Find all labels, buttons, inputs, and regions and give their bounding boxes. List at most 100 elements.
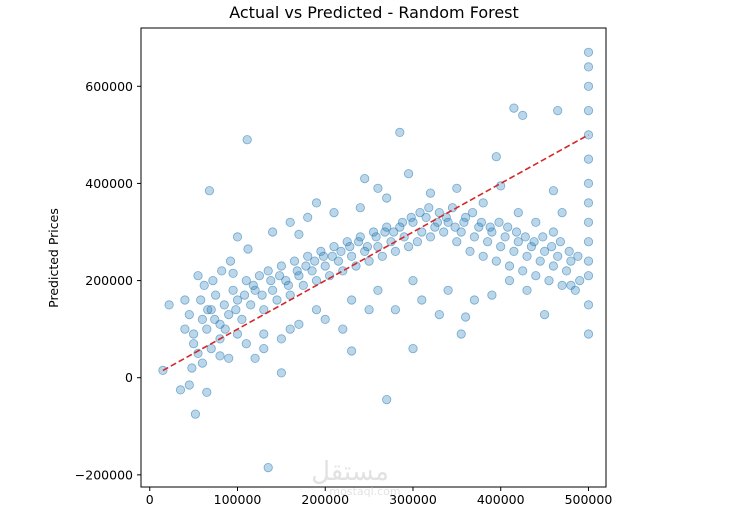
- scatter-point: [248, 280, 258, 290]
- scatter-point: [583, 81, 594, 91]
- scatter-point: [583, 47, 594, 57]
- scatter-point: [535, 256, 545, 266]
- scatter-point: [452, 183, 462, 193]
- scatter-point: [241, 275, 251, 286]
- scatter-point: [412, 237, 422, 247]
- scatter-point: [465, 246, 475, 256]
- scatter-point: [487, 227, 497, 237]
- scatter-point: [459, 217, 469, 227]
- scatter-point: [539, 246, 550, 256]
- scatter-point: [395, 222, 405, 232]
- scatter-point: [311, 198, 322, 208]
- scatter-point: [531, 217, 541, 227]
- scatter-point: [496, 242, 506, 252]
- scatter-point: [511, 227, 522, 237]
- reference-line: [162, 134, 589, 372]
- scatter-point: [531, 271, 541, 281]
- scatter-point: [503, 222, 513, 232]
- scatter-point: [509, 246, 519, 256]
- watermark-text: مستقل: [311, 457, 389, 487]
- scatter-point: [573, 251, 583, 261]
- scatter-point: [199, 280, 209, 290]
- scatter-point: [561, 266, 572, 276]
- x-tick-label: 500000: [565, 492, 613, 507]
- y-tick-label: 0: [125, 370, 133, 385]
- scatter-point: [274, 271, 285, 281]
- scatter-point: [224, 353, 234, 363]
- scatter-point: [232, 295, 243, 305]
- scatter-point: [285, 217, 295, 227]
- watermark-subtext: mostaql.com: [329, 485, 400, 498]
- scatter-point: [482, 237, 493, 247]
- scatter-point: [272, 295, 282, 305]
- scatter-point: [434, 309, 444, 320]
- scatter-point: [301, 261, 311, 271]
- scatter-point: [439, 227, 449, 237]
- scatter-point: [548, 261, 559, 271]
- scatter-point: [368, 227, 379, 237]
- scatter-point: [397, 217, 408, 227]
- scatter-point: [263, 462, 273, 473]
- scatter-point: [158, 365, 168, 375]
- scatter-point: [526, 242, 537, 252]
- scatter-point: [237, 314, 247, 324]
- scatter-point: [208, 275, 218, 286]
- scatter-point: [583, 106, 594, 116]
- y-tick-label: 200000: [85, 273, 133, 288]
- scatter-point: [318, 251, 329, 261]
- scatter-point: [217, 266, 227, 276]
- scatter-point: [267, 285, 278, 295]
- scatter-point: [373, 183, 383, 193]
- scatter-point: [456, 227, 466, 237]
- scatter-point: [346, 295, 357, 305]
- scatter-point: [164, 300, 174, 310]
- x-tick-label: 0: [146, 492, 154, 507]
- scatter-point: [175, 385, 186, 395]
- x-tick-label: 400000: [477, 492, 525, 507]
- scatter-point: [382, 222, 392, 232]
- scatter-point: [220, 324, 230, 334]
- scatter-point: [311, 275, 322, 286]
- y-tick-label: 400000: [85, 176, 133, 191]
- scatter-point: [360, 174, 370, 184]
- scatter-point: [276, 334, 286, 344]
- scatter-point: [281, 275, 291, 286]
- scatter-point: [450, 222, 460, 232]
- scatter-point: [456, 329, 466, 339]
- scatter-point: [225, 256, 236, 266]
- scatter-point: [189, 329, 199, 339]
- scatter-point: [303, 251, 313, 261]
- scatter-point: [583, 237, 594, 247]
- scatter-point: [231, 305, 241, 315]
- scatter-point: [421, 212, 431, 222]
- scatter-point: [371, 232, 381, 242]
- scatter-point: [583, 154, 594, 164]
- scatter-point: [518, 266, 528, 276]
- scatter-points: [158, 47, 594, 473]
- scatter-point: [557, 280, 567, 290]
- scatter-point: [566, 256, 576, 266]
- scatter-point: [382, 394, 392, 405]
- scatter-point: [485, 222, 495, 232]
- scatter-point: [311, 305, 322, 315]
- scatter-point: [259, 329, 269, 339]
- scatter-point: [529, 237, 539, 247]
- scatter-point: [425, 188, 436, 198]
- scatter-point: [364, 256, 374, 266]
- scatter-point: [307, 266, 317, 276]
- scatter-point: [487, 290, 497, 300]
- scatter-point: [415, 208, 425, 218]
- scatter-point: [509, 103, 519, 113]
- scatter-point: [327, 251, 337, 261]
- scatter-point: [224, 309, 234, 320]
- scatter-point: [338, 266, 348, 276]
- scatter-point: [583, 130, 594, 140]
- scatter-point: [329, 208, 339, 218]
- scatter-point: [564, 246, 574, 256]
- scatter-point: [403, 169, 414, 179]
- scatter-point: [583, 178, 594, 188]
- scatter-point: [504, 275, 515, 286]
- scatter-point: [430, 222, 440, 232]
- chart-title: Actual vs Predicted - Random Forest: [229, 3, 519, 22]
- scatter-point: [228, 268, 238, 278]
